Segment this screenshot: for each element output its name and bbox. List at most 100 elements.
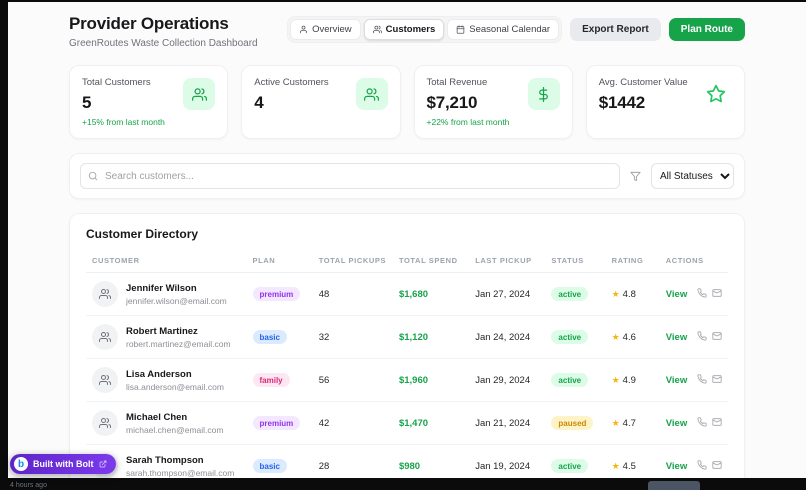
customer-email: robert.martinez@email.com [126, 338, 231, 349]
tab-seasonal-calendar[interactable]: Seasonal Calendar [447, 19, 560, 40]
view-link[interactable]: View [665, 289, 688, 300]
users-icon [355, 78, 388, 110]
col-plan: PLAN [246, 249, 313, 273]
star-icon: ★ [611, 460, 620, 471]
star-icon: ★ [611, 417, 620, 428]
plan-route-button[interactable]: Plan Route [668, 18, 745, 41]
dollar-icon [527, 78, 560, 110]
phone-icon[interactable] [697, 460, 707, 470]
stat-card-active-customers: Active Customers 4 [241, 65, 401, 139]
search-bar: All Statuses [69, 153, 745, 199]
users-icon [373, 25, 382, 34]
search-box [80, 163, 620, 189]
stat-change: +22% from last month [426, 117, 510, 127]
star-icon: ★ [611, 374, 620, 385]
col-rating: RATING [605, 249, 660, 273]
page-subtitle: GreenRoutes Waste Collection Dashboard [69, 38, 258, 49]
user-icon [99, 331, 111, 343]
last-pickup-value: Jan 21, 2024 [469, 401, 546, 445]
customer-name: Robert Martinez [126, 325, 198, 337]
avatar [92, 324, 118, 350]
table-header-row: CUSTOMER PLAN TOTAL PICKUPS TOTAL SPEND … [86, 249, 728, 273]
last-pickup-value: Jan 24, 2024 [469, 315, 546, 359]
mail-icon[interactable] [712, 460, 722, 470]
status-badge: active [551, 287, 589, 301]
bolt-logo-icon: b [14, 457, 28, 471]
search-icon [88, 171, 98, 181]
phone-icon[interactable] [697, 374, 707, 384]
stat-label: Total Revenue [426, 77, 488, 88]
customer-name: Sarah Thompson [126, 454, 204, 466]
view-link[interactable]: View [665, 375, 688, 386]
built-with-bolt-badge[interactable]: b Built with Bolt [10, 454, 116, 474]
table-row: Jennifer Wilson jennifer.wilson@email.co… [86, 272, 728, 316]
status-badge: paused [551, 416, 594, 430]
total-pickups-value: 48 [312, 272, 393, 316]
mail-icon[interactable] [712, 374, 722, 384]
col-customer: CUSTOMER [86, 249, 247, 273]
plan-badge: premium [252, 287, 301, 301]
rating-value: 4.8 [622, 288, 636, 300]
avatar [92, 410, 118, 436]
stat-value: 4 [254, 93, 264, 112]
stat-value: 5 [82, 93, 92, 112]
tab-label: Overview [312, 24, 352, 35]
user-icon [99, 288, 111, 300]
stat-label: Avg. Customer Value [598, 77, 688, 88]
phone-icon[interactable] [697, 331, 707, 341]
stat-card-avg-customer-value: Avg. Customer Value $1442 [585, 65, 745, 139]
avatar [92, 281, 118, 307]
dashboard-page: Provider Operations GreenRoutes Waste Co… [8, 2, 806, 478]
title-block: Provider Operations GreenRoutes Waste Co… [69, 14, 258, 49]
rating-value: 4.7 [622, 417, 636, 429]
table-row: Sarah Thompson sarah.thompson@email.com … [86, 445, 728, 478]
col-total-spend: TOTAL SPEND [392, 249, 470, 273]
search-input[interactable] [80, 163, 620, 189]
export-report-button[interactable]: Export Report [570, 18, 661, 41]
star-icon: ★ [611, 288, 620, 299]
last-pickup-value: Jan 19, 2024 [475, 460, 531, 472]
phone-icon[interactable] [697, 288, 707, 298]
bolt-badge-label: Built with Bolt [33, 459, 94, 469]
customer-name: Jennifer Wilson [126, 282, 197, 294]
view-link[interactable]: View [665, 418, 688, 429]
page-title: Provider Operations [69, 14, 229, 33]
status-badge: active [551, 373, 589, 387]
avatar [92, 367, 118, 393]
user-icon [99, 417, 111, 429]
customer-email: sarah.thompson@email.com [126, 467, 235, 478]
star-icon: ★ [611, 331, 620, 342]
col-actions: ACTIONS [659, 249, 728, 273]
tab-label: Customers [385, 24, 436, 35]
status-badge: active [551, 330, 589, 344]
view-link[interactable]: View [665, 332, 688, 343]
customer-name: Michael Chen [126, 411, 188, 423]
header: Provider Operations GreenRoutes Waste Co… [69, 14, 745, 49]
status-badge: active [551, 459, 589, 473]
rating-value: 4.6 [622, 331, 636, 343]
star-icon [700, 78, 732, 110]
mail-icon[interactable] [712, 331, 722, 341]
total-pickups-value: 42 [312, 401, 393, 445]
table-row: Robert Martinez robert.martinez@email.co… [86, 315, 728, 359]
total-spend-value: $1,680 [392, 272, 470, 316]
calendar-icon [456, 25, 465, 34]
stat-label: Total Customers [82, 77, 151, 88]
tab-customers[interactable]: Customers [363, 19, 445, 40]
view-link[interactable]: View [665, 461, 688, 472]
filter-icon[interactable] [630, 171, 641, 182]
total-pickups-value: 32 [312, 315, 393, 359]
stat-value: $1442 [598, 93, 646, 112]
mail-icon[interactable] [712, 417, 722, 427]
tab-group: Overview Customers Seasonal Calendar [287, 16, 563, 43]
plan-badge: family [252, 373, 290, 387]
total-spend-value: $1,120 [392, 315, 470, 359]
status-filter-select[interactable]: All Statuses [651, 163, 734, 189]
tab-overview[interactable]: Overview [290, 19, 361, 40]
total-spend-value: $980 [398, 460, 421, 472]
mail-icon[interactable] [712, 288, 722, 298]
total-spend-value: $1,960 [392, 358, 470, 402]
plan-badge: premium [252, 416, 301, 430]
table-row: Lisa Anderson lisa.anderson@email.com fa… [86, 358, 728, 402]
phone-icon[interactable] [697, 417, 707, 427]
